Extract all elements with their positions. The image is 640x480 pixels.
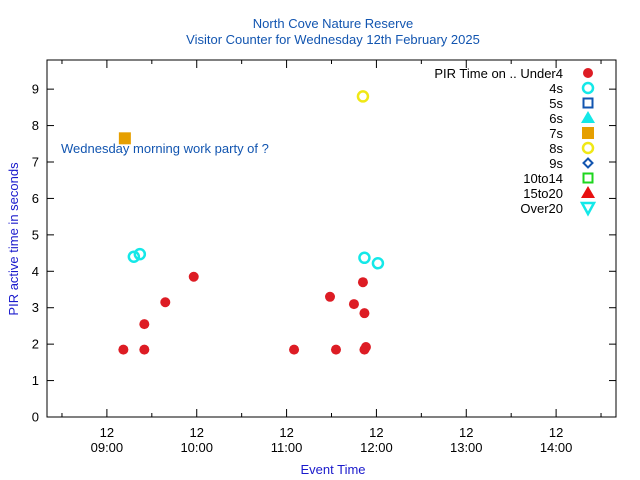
legend-entry-label: 10to14 — [523, 171, 563, 186]
data-point — [325, 291, 336, 302]
data-point — [139, 344, 150, 355]
data-point — [359, 308, 370, 319]
data-points — [118, 90, 385, 355]
legend-marker — [582, 97, 594, 109]
y-tick-label: 3 — [32, 300, 39, 315]
data-point — [289, 344, 300, 355]
legend-entry-label: 15to20 — [523, 186, 563, 201]
data-point — [188, 271, 199, 282]
x-tick-label-day: 12 — [369, 425, 383, 440]
x-tick-label-day: 12 — [190, 425, 204, 440]
x-tick-label-day: 12 — [459, 425, 473, 440]
legend-marker — [582, 157, 594, 169]
x-axis-ticks: 1209:001210:001211:001212:001213:001214:… — [61, 60, 602, 455]
y-axis-label: PIR active time in seconds — [6, 162, 21, 316]
legend-entry-label: 4s — [549, 81, 563, 96]
legend-marker — [582, 172, 594, 184]
legend-entry-label: Over20 — [520, 201, 563, 216]
data-point — [358, 251, 371, 265]
legend-marker — [581, 141, 595, 155]
y-tick-label: 1 — [32, 373, 39, 388]
data-point — [360, 342, 371, 353]
x-tick-label-day: 12 — [549, 425, 563, 440]
y-tick-label: 2 — [32, 337, 39, 352]
chart-title: North Cove Nature Reserve — [253, 16, 413, 31]
legend-marker — [581, 81, 595, 95]
data-point — [357, 277, 368, 288]
data-point — [371, 257, 385, 270]
y-axis-ticks: 0 1 2 3 4 5 6 7 8 9 — [32, 82, 616, 425]
x-tick-label-day: 12 — [279, 425, 293, 440]
x-axis-label: Event Time — [300, 462, 365, 477]
legend-marker — [581, 186, 595, 198]
legend-marker — [579, 201, 597, 217]
data-point — [133, 247, 147, 261]
data-point — [160, 297, 171, 308]
data-point — [348, 299, 359, 310]
x-tick-label-day: 12 — [100, 425, 114, 440]
legend: PIR Time on .. Under44s5s6s7s8s9s10to141… — [434, 66, 597, 217]
y-tick-label: 5 — [32, 227, 39, 242]
chart-subtitle: Visitor Counter for Wednesday 12th Febru… — [186, 32, 480, 47]
y-tick-label: 6 — [32, 191, 39, 206]
data-point — [139, 319, 150, 330]
legend-marker — [583, 68, 593, 78]
legend-entry-label: 8s — [549, 141, 563, 156]
y-tick-label: 8 — [32, 118, 39, 133]
plot-frame — [46, 59, 617, 418]
y-tick-label: 7 — [32, 155, 39, 170]
data-point — [118, 132, 131, 145]
annotation-text: Wednesday morning work party of ? — [61, 141, 269, 156]
data-point — [330, 344, 341, 355]
legend-entry-label: 5s — [549, 96, 563, 111]
y-tick-label: 4 — [32, 264, 39, 279]
y-tick-label: 9 — [32, 82, 39, 97]
x-tick-label-time: 10:00 — [180, 440, 213, 455]
legend-marker — [581, 111, 595, 123]
x-tick-label-time: 09:00 — [91, 440, 124, 455]
data-point — [356, 90, 370, 103]
legend-entry-label: 6s — [549, 111, 563, 126]
x-tick-label-time: 11:00 — [271, 440, 303, 455]
data-point — [118, 344, 129, 355]
x-tick-label-time: 13:00 — [450, 440, 483, 455]
x-tick-label-time: 14:00 — [540, 440, 573, 455]
legend-entry-label: PIR Time on .. Under4 — [434, 66, 563, 81]
data-point — [127, 250, 141, 263]
x-tick-label-time: 12:00 — [360, 440, 393, 455]
y-tick-label: 0 — [32, 410, 39, 425]
legend-entry-label: 7s — [549, 126, 563, 141]
legend-entry-label: 9s — [549, 156, 563, 171]
legend-marker — [582, 127, 594, 139]
